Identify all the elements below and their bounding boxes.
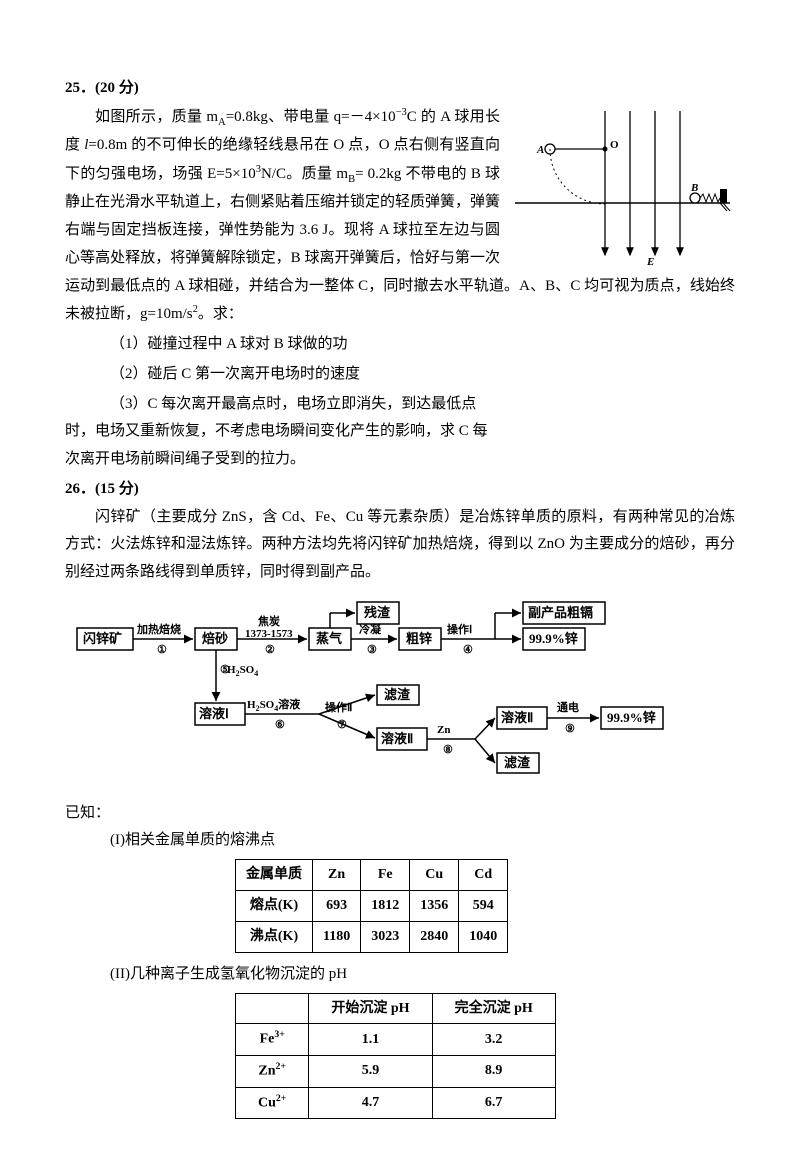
svg-text:通电: 通电 xyxy=(557,700,579,714)
svg-text:操作Ⅰ: 操作Ⅰ xyxy=(447,622,472,636)
q26-heading: 26．(15 分) xyxy=(65,476,735,504)
svg-text:⑨: ⑨ xyxy=(565,723,575,735)
q26-known: 已知： xyxy=(65,800,735,828)
q25-heading: 25．(20 分) xyxy=(65,75,735,103)
q26-I: (I)相关金属单质的熔沸点 xyxy=(65,827,735,855)
q26-body: 闪锌矿（主要成分 ZnS，含 Cd、Fe、Cu 等元素杂质）是冶炼锌单质的原料，… xyxy=(65,504,735,587)
svg-text:焙砂: 焙砂 xyxy=(201,631,228,646)
svg-text:④: ④ xyxy=(463,644,473,656)
q25-item3: （3）C 每次离开最高点时，电场立即消失，到达最低点时，电场又重新恢复，不考虑电… xyxy=(65,391,735,474)
fig-A: A xyxy=(536,144,544,156)
table-ph: 开始沉淀 pH完全沉淀 pH Fe3+1.13.2 Zn2+5.98.9 Cu2… xyxy=(235,993,556,1120)
q25-item2: （2）碰后 C 第一次离开电场时的速度 xyxy=(65,361,735,389)
svg-text:①: ① xyxy=(157,644,167,656)
svg-text:冷凝: 冷凝 xyxy=(359,622,382,636)
svg-text:溶液Ⅰ: 溶液Ⅰ xyxy=(199,706,229,721)
q26-flowchart: 闪锌矿 加热焙烧 ① 焙砂 焦炭1373-1573 ② 蒸气 残渣 冷凝 ③ 粗锌 操… xyxy=(75,593,735,794)
svg-text:H2SO4溶液: H2SO4溶液 xyxy=(247,697,301,713)
svg-text:副产品粗镉: 副产品粗镉 xyxy=(528,605,593,620)
fig-O: O xyxy=(610,139,619,151)
svg-text:99.9%锌: 99.9%锌 xyxy=(607,710,656,725)
svg-text:滤渣: 滤渣 xyxy=(504,755,531,770)
svg-text:⑥: ⑥ xyxy=(275,719,285,731)
svg-text:Zn: Zn xyxy=(437,724,450,736)
svg-text:③: ③ xyxy=(367,644,377,656)
svg-text:溶液Ⅱ: 溶液Ⅱ xyxy=(501,710,533,725)
svg-text:加热焙烧: 加热焙烧 xyxy=(136,622,181,636)
svg-text:蒸气: 蒸气 xyxy=(316,631,342,646)
q26-II: (II)几种离子生成氢氧化物沉淀的 pH xyxy=(65,961,735,989)
svg-text:闪锌矿: 闪锌矿 xyxy=(83,631,122,646)
fig-E: E xyxy=(646,256,654,268)
svg-text:1373-1573: 1373-1573 xyxy=(245,628,293,640)
svg-text:残渣: 残渣 xyxy=(364,605,391,620)
svg-text:焦炭: 焦炭 xyxy=(257,614,280,628)
svg-text:溶液Ⅱ: 溶液Ⅱ xyxy=(381,731,413,746)
svg-text:⑧: ⑧ xyxy=(443,744,453,756)
q25-figure: O A B E xyxy=(510,103,735,268)
q25-item1: （1）碰撞过程中 A 球对 B 球做的功 xyxy=(65,331,735,359)
svg-text:粗锌: 粗锌 xyxy=(406,631,432,646)
svg-text:滤渣: 滤渣 xyxy=(384,687,411,702)
fig-B: B xyxy=(690,182,698,194)
table-melting: 金属单质ZnFeCuCd 熔点(K)69318121356594 沸点(K)11… xyxy=(235,859,508,953)
svg-text:②: ② xyxy=(265,644,275,656)
svg-text:99.9%锌: 99.9%锌 xyxy=(529,631,578,646)
svg-text:H2SO4: H2SO4 xyxy=(227,664,258,678)
